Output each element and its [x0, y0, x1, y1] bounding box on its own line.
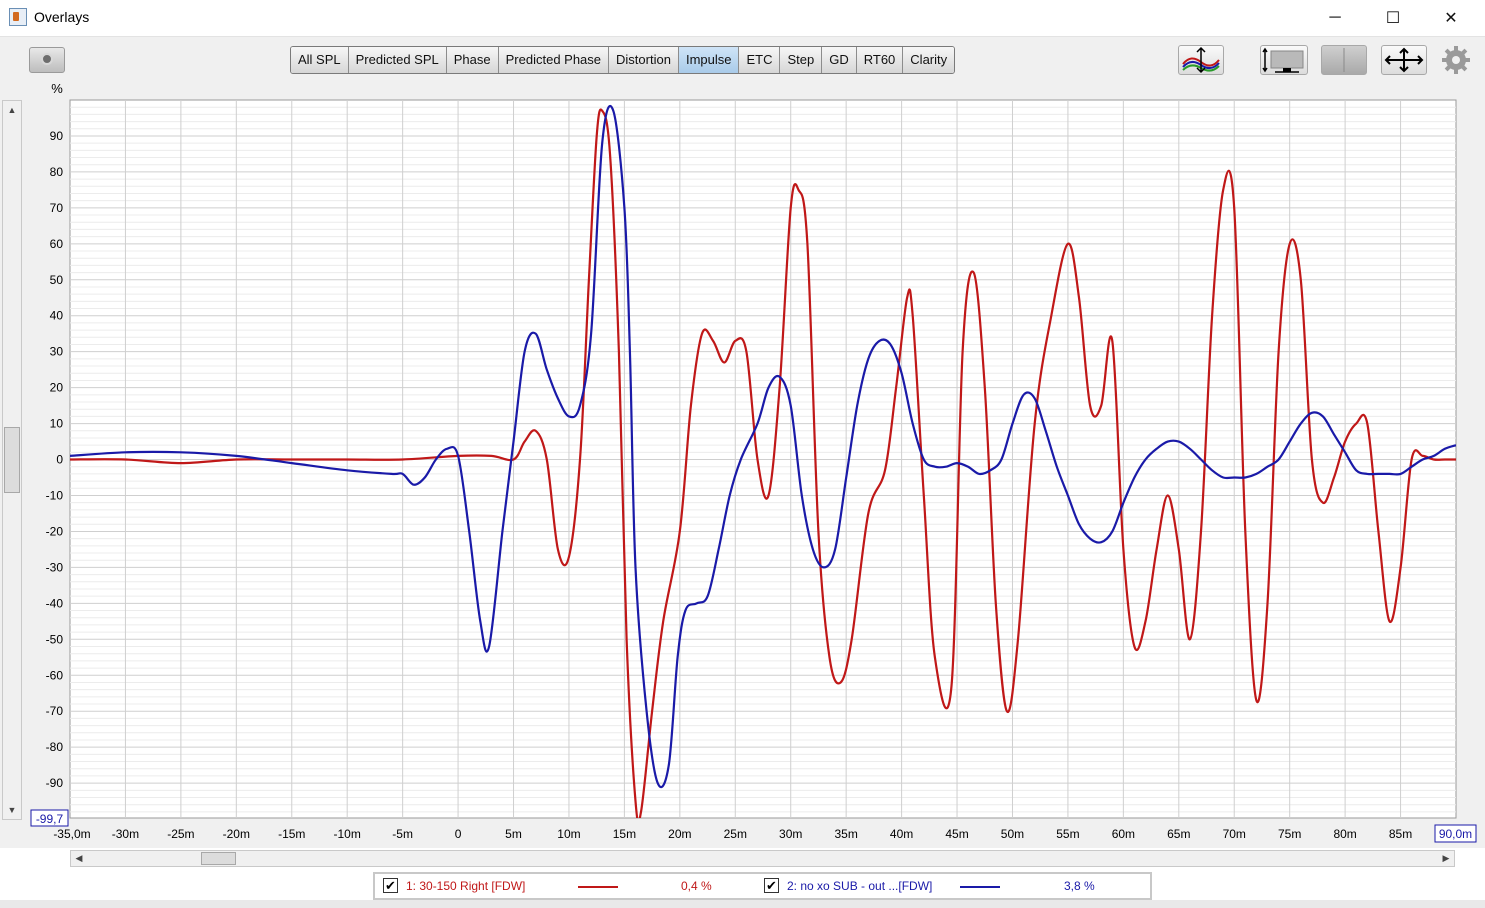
tab-etc[interactable]: ETC [739, 47, 781, 73]
tab-clarity[interactable]: Clarity [903, 47, 955, 73]
plot-panel [0, 88, 1485, 848]
camera-icon[interactable] [29, 47, 65, 73]
scroll-up-arrow-icon[interactable]: ▲ [7, 105, 17, 115]
tab-predicted-spl[interactable]: Predicted SPL [348, 47, 447, 73]
legend-name-1: 1: 30-150 Right [FDW] [406, 879, 526, 893]
vertical-scroll-thumb[interactable] [4, 427, 20, 493]
pan-icon[interactable] [1381, 45, 1427, 75]
graph-tabs: All SPL Predicted SPL Phase Predicted Ph… [290, 46, 956, 74]
maximize-button[interactable]: ☐ [1385, 10, 1401, 27]
legend-value-2: 3,8 % [1064, 879, 1095, 893]
legend-name-2: 2: no xo SUB - out ...[FDW] [787, 879, 933, 893]
minimize-button[interactable]: ─ [1329, 9, 1341, 26]
limits-icon[interactable] [1260, 45, 1308, 75]
legend: ✔ 1: 30-150 Right [FDW] 0,4 % ✔ 2: no xo… [373, 872, 1152, 900]
tab-predicted-phase[interactable]: Predicted Phase [498, 47, 610, 73]
scroll-left-arrow-icon[interactable]: ◀ [75, 853, 83, 863]
tab-impulse[interactable]: Impulse [678, 47, 740, 73]
trace-arrange-icon[interactable] [1178, 45, 1224, 75]
tab-all-spl[interactable]: All SPL [291, 47, 349, 73]
scroll-right-arrow-icon[interactable]: ▶ [1442, 853, 1450, 863]
tab-gd[interactable]: GD [822, 47, 857, 73]
title-bar: Overlays ─ ☐ ✕ [0, 0, 1485, 36]
close-button[interactable]: ✕ [1444, 10, 1458, 27]
window-title: Overlays [34, 9, 90, 25]
tab-phase[interactable]: Phase [446, 47, 499, 73]
legend-swatch-1 [578, 886, 618, 888]
horizontal-scrollbar[interactable]: ◀ ▶ [70, 850, 1455, 867]
toolbar: All SPL Predicted SPL Phase Predicted Ph… [0, 36, 1485, 89]
status-strip [0, 900, 1485, 908]
vertical-scrollbar[interactable]: ▲ ▼ [2, 100, 22, 820]
gear-icon[interactable] [1441, 45, 1471, 75]
tab-rt60[interactable]: RT60 [856, 47, 904, 73]
legend-checkbox-2[interactable]: ✔ [764, 878, 779, 893]
scroll-down-arrow-icon[interactable]: ▼ [7, 805, 17, 815]
controls-icon[interactable] [1321, 45, 1367, 75]
tab-distortion[interactable]: Distortion [609, 47, 679, 73]
tab-step[interactable]: Step [780, 47, 823, 73]
horizontal-scroll-thumb[interactable] [201, 852, 236, 865]
legend-swatch-2 [960, 886, 1000, 888]
legend-checkbox-1[interactable]: ✔ [383, 878, 398, 893]
legend-value-1: 0,4 % [681, 879, 712, 893]
app-icon [9, 8, 27, 26]
